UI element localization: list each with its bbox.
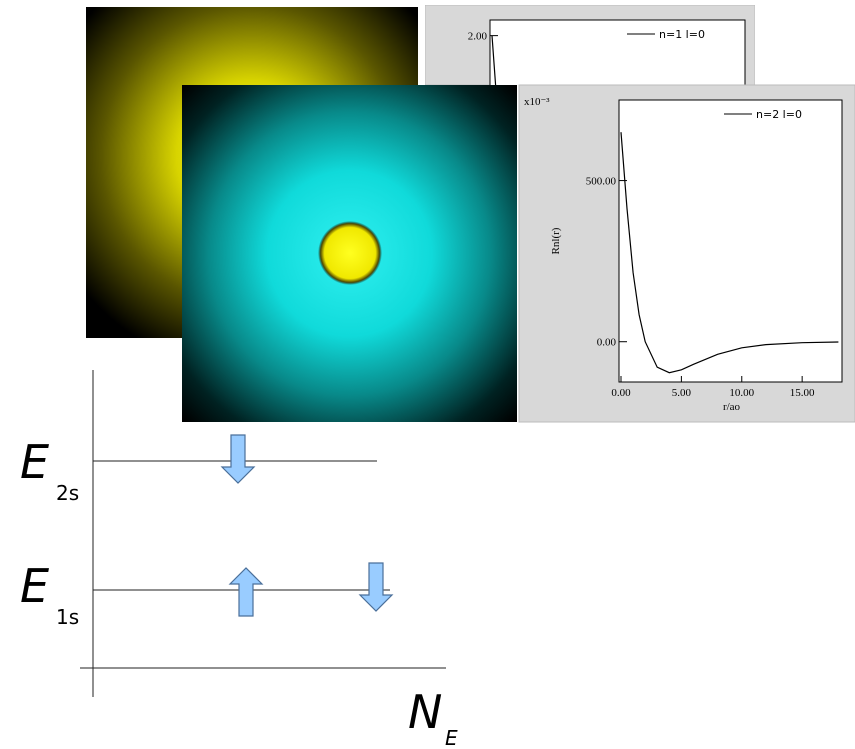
y-tick-label: 500.00: [586, 176, 617, 188]
spin-down-arrow: [360, 563, 392, 611]
axis-symbol: N: [408, 685, 442, 739]
spin-up-arrow: [230, 568, 262, 616]
legend-label: n=2 l=0: [756, 108, 802, 121]
orbital-2s-core: [318, 221, 382, 285]
y-tick-label: 2.00: [468, 31, 488, 43]
level-subscript: 2s: [56, 481, 79, 505]
y-axis-label: Rnl(r): [550, 227, 562, 254]
plot-area: [619, 100, 842, 382]
x-tick-label: 10.00: [729, 387, 754, 399]
legend-label: n=1 l=0: [659, 28, 705, 41]
level-symbol: E: [20, 435, 49, 489]
level-symbol: E: [20, 559, 49, 613]
x-tick-label: 0.00: [611, 387, 631, 399]
x-tick-label: 5.00: [672, 387, 692, 399]
y-tick-label: 0.00: [597, 337, 617, 349]
axis-subscript: E: [445, 726, 458, 749]
x-tick-label: 15.00: [790, 387, 815, 399]
spin-down-arrow: [222, 435, 254, 483]
x-axis-label: r/ao: [723, 401, 741, 413]
y-multiplier: x10⁻³: [524, 96, 550, 108]
front-plot-panel: 0.00 500.00 0.00 5.00 10.00 15.00 r/ao Rnl(r) x1…: [519, 85, 855, 422]
figure: 2.00 n=1 l=0 0.00 500.00 0.00 5.00 10.00 15.00…: [0, 0, 855, 749]
level-subscript: 1s: [56, 605, 79, 629]
